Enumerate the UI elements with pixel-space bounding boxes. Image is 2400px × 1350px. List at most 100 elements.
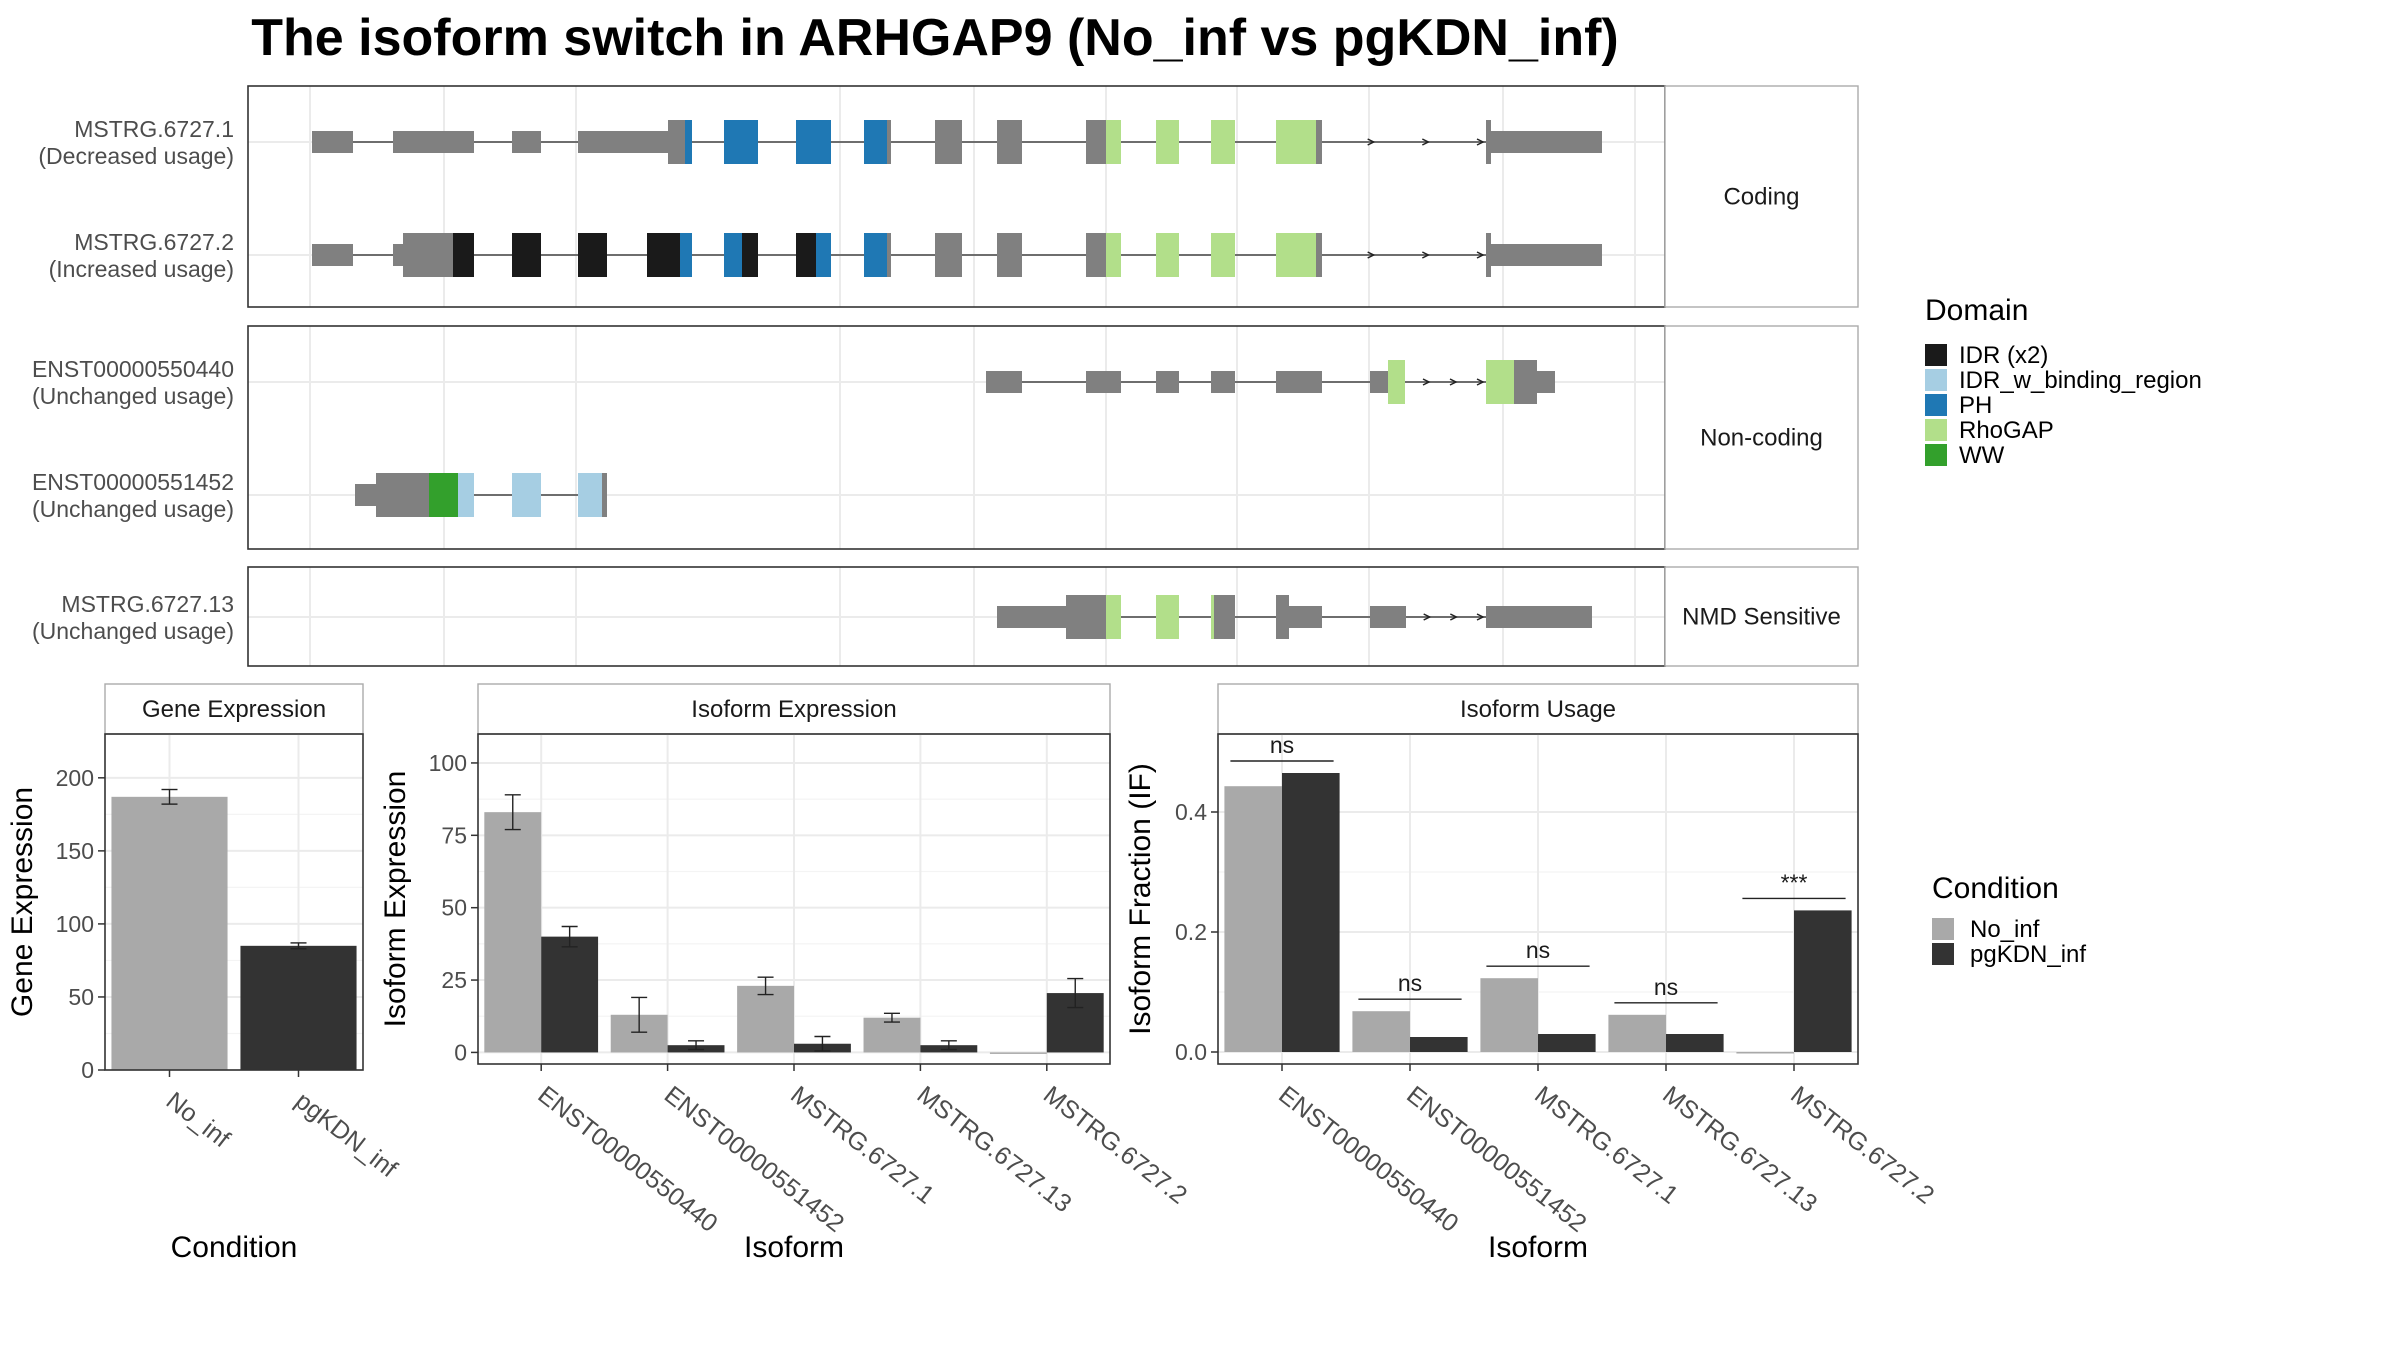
significance-label: ns [1270,732,1294,758]
y-tick-label: 50 [441,895,467,921]
facet-strip-label: NMD Sensitive [1682,604,1841,631]
exon [1486,606,1592,628]
domain-segment [796,120,831,164]
legend-title: Condition [1932,872,2059,905]
facet-strip [1217,683,1859,735]
x-tick-label: pgKDN_inf [290,1087,403,1184]
x-tick-label: No_inf [161,1087,235,1154]
legend-key [1932,943,1954,965]
exon [1537,371,1555,393]
bar [484,812,542,1053]
exon [1066,595,1106,639]
exon [1514,360,1537,404]
x-axis-title: Isoform [1488,1231,1588,1264]
domain-segment [724,233,742,277]
legend-key [1925,419,1947,441]
exon [997,120,1022,164]
domain-segment [1156,233,1179,277]
y-tick-label: 0.0 [1175,1039,1207,1065]
bar [1538,1034,1596,1052]
isoform-usage-label: (Unchanged usage) [32,496,234,522]
panel-border [104,733,364,1071]
facet-strip-label: Coding [1723,184,1799,211]
facet-strip-label: Gene Expression [142,696,326,723]
exon [312,244,353,266]
bar [1224,786,1282,1052]
domain-segment [453,233,474,277]
exon [403,233,453,277]
domain-segment [458,473,474,517]
domain-segment [1106,595,1121,639]
bar [737,985,794,1053]
intron-arrow [1423,613,1432,621]
domain-segment [578,473,602,517]
legend-label: WW [1959,442,2005,469]
legend-title: Domain [1925,294,2028,327]
isoform-usage-label: (Unchanged usage) [32,383,234,409]
isoform-expression-chart: Isoform Expression0255075100ENST00000550… [379,683,1192,1264]
isoform-usage-label: (Increased usage) [49,256,234,282]
intron-arrow [1421,138,1431,146]
bar [989,1052,1047,1054]
legend-label: IDR_w_binding_region [1959,367,2202,394]
significance-label: ns [1526,937,1550,963]
exon [1316,233,1322,277]
exon [935,233,962,277]
intron-arrow [1367,251,1376,259]
exon [997,233,1022,277]
domain-segment [685,120,692,164]
intron-arrow [1476,613,1485,621]
exon [1276,371,1322,393]
domain-segment [578,233,607,277]
domain-segment [864,120,887,164]
facet-strip [104,683,364,735]
domain-segment [1388,360,1405,404]
legend-key [1925,394,1947,416]
exon [393,244,403,266]
domain-segment [796,233,816,277]
y-axis-title: Gene Expression [6,787,39,1017]
facet-strip-label: Isoform Usage [1460,696,1616,723]
y-tick-label: 100 [429,750,467,776]
bar [1282,773,1340,1052]
y-tick-label: 50 [68,984,94,1010]
domain-segment [429,473,458,517]
domain-segment [816,233,831,277]
exon [512,131,541,153]
exon [935,120,962,164]
bar [1736,1052,1794,1054]
legend-label: pgKDN_inf [1970,941,2086,968]
bar [1794,910,1852,1052]
domain-segment [1211,120,1235,164]
legend-key [1925,444,1947,466]
intron-arrow [1476,138,1485,146]
exon [1316,120,1322,164]
bar [1666,1034,1724,1052]
isoform-usage-label: (Unchanged usage) [32,618,234,644]
legend-key [1925,369,1947,391]
isoform-usage-label: (Decreased usage) [38,143,234,169]
exon [578,131,668,153]
exon [355,484,376,506]
bar [863,1017,921,1053]
domain-segment [512,473,541,517]
legend-label: IDR (x2) [1959,342,2048,369]
domain-segment [1156,595,1179,639]
exon [1491,131,1602,153]
y-tick-label: 100 [56,911,94,937]
domain-segment [742,233,758,277]
isoform-usage-chart: Isoform Usage0.00.20.4nsnsnsns***ENST000… [1124,683,1939,1264]
y-tick-label: 0.4 [1175,799,1207,825]
y-tick-label: 0 [81,1057,94,1083]
legend-key [1932,918,1954,940]
legend-label: PH [1959,392,1992,419]
y-axis-title: Isoform Expression [379,771,412,1028]
exon [1086,233,1106,277]
bar [111,796,228,1070]
legend-label: RhoGAP [1959,417,2054,444]
intron-arrow [1476,378,1485,386]
legend-label: No_inf [1970,916,2040,943]
exon [1491,244,1602,266]
exon [1370,371,1388,393]
exon [1276,595,1289,639]
